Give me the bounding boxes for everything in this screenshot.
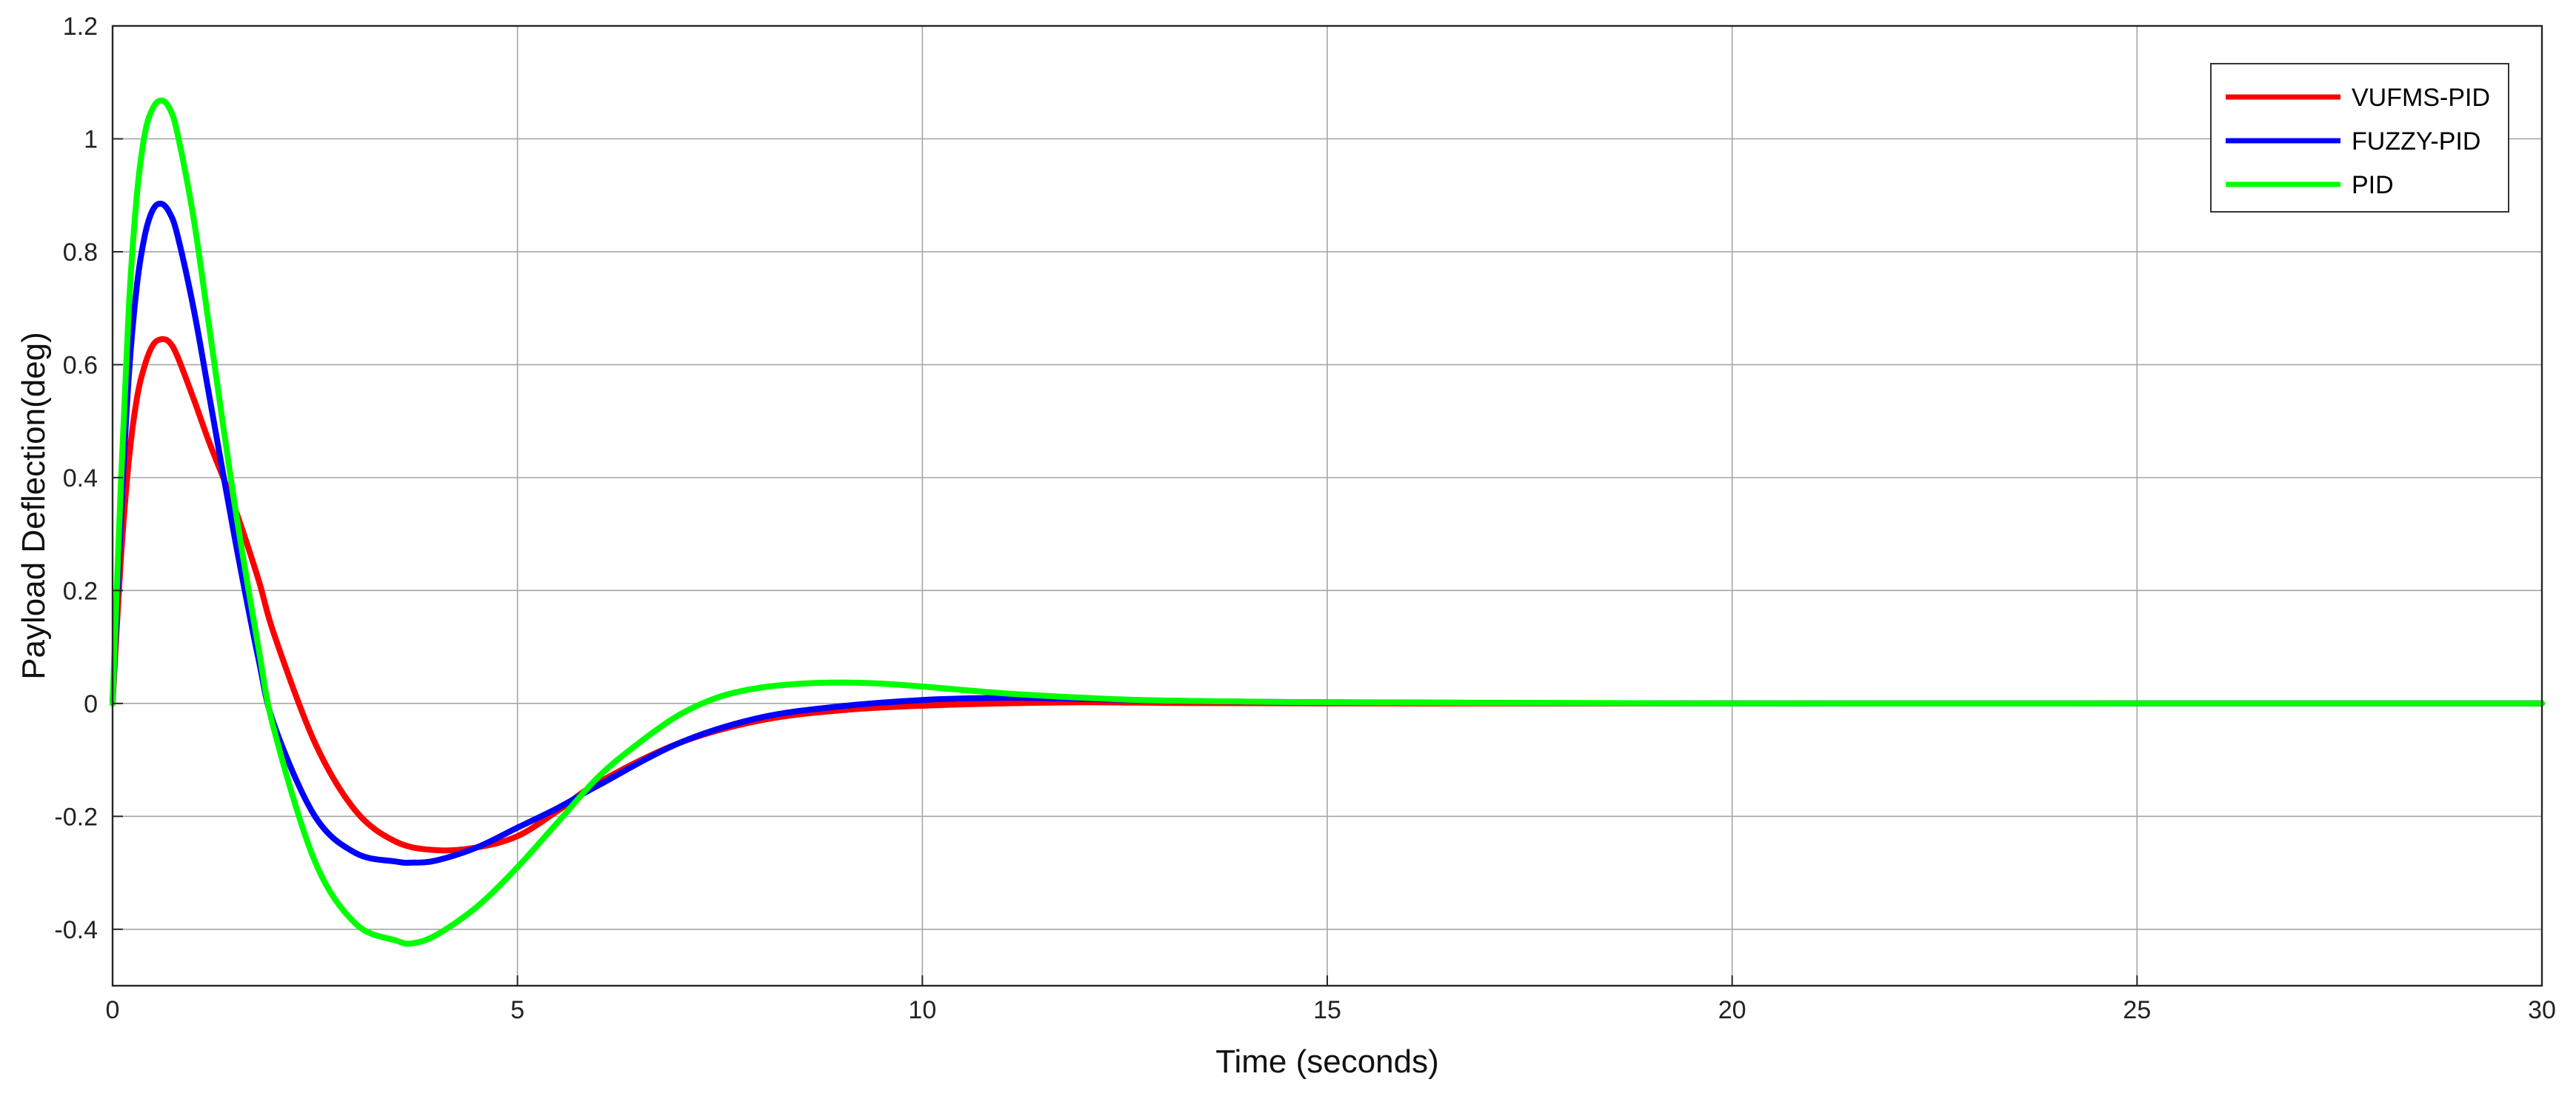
series-lines: [110, 97, 2545, 947]
legend: VUFMS-PID FUZZY-PID PID: [2210, 63, 2509, 213]
y-axis-label: Payload Deflection(deg): [16, 332, 52, 680]
axis-ticks: [112, 25, 2543, 986]
legend-label-pid: PID: [2352, 171, 2394, 199]
y-tick-label-0-8: 0.8: [63, 238, 98, 267]
legend-box: [2210, 63, 2509, 213]
y-tick-label-1: 1: [84, 125, 98, 153]
x-tick-label-0: 0: [106, 996, 120, 1024]
y-tick-label-0: 0: [84, 690, 98, 718]
tick-labels: 0 5 10 15 20 25 30 -0.4 -0.2 0 0.2 0.4 0.6 0.8 1 1.2: [54, 13, 2556, 1024]
grid-lines: [113, 26, 2542, 986]
x-tick-label-25: 25: [2123, 996, 2151, 1024]
x-tick-label-20: 20: [1718, 996, 1746, 1024]
y-tick-label-0-4: 0.4: [63, 464, 98, 492]
y-tick-label-0-2: 0.2: [63, 577, 98, 605]
y-tick-label-0-4: -0.4: [54, 916, 98, 944]
series-line-pid: [110, 97, 2545, 947]
y-tick-label-0-2: -0.2: [54, 803, 98, 831]
x-tick-label-10: 10: [908, 996, 936, 1024]
y-tick-label-1-2: 1.2: [63, 13, 98, 41]
x-axis-label: Time (seconds): [1215, 1043, 1439, 1080]
legend-label-vufms-pid: VUFMS-PID: [2352, 84, 2490, 112]
x-tick-label-30: 30: [2528, 996, 2556, 1024]
legend-label-fuzzy-pid: FUZZY-PID: [2352, 127, 2480, 156]
x-tick-label-5: 5: [510, 996, 524, 1024]
x-tick-label-15: 15: [1313, 996, 1341, 1024]
y-tick-label-0-6: 0.6: [63, 351, 98, 379]
